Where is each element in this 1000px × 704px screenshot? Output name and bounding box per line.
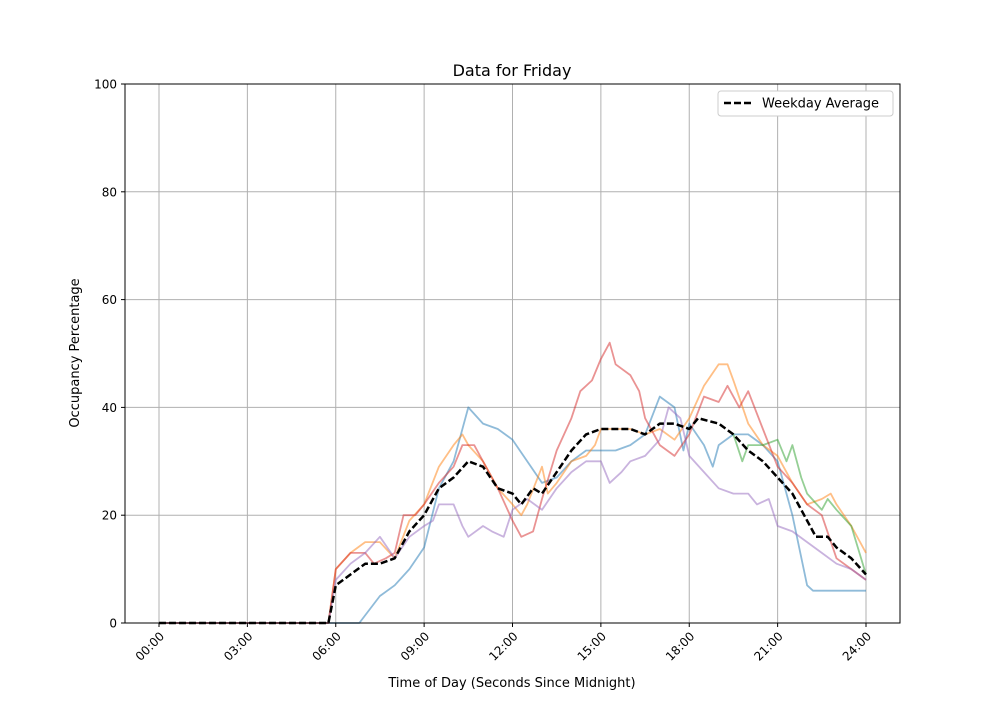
x-tick-label: 15:00	[575, 629, 609, 663]
y-tick-label: 40	[102, 401, 117, 415]
x-axis-ticks: 00:00 03:00 06:00 09:00 12:00 15:00 18:00 21:00…	[133, 623, 874, 664]
series-line-3	[732, 434, 867, 575]
legend: Weekday Average	[717, 90, 894, 117]
chart-title: Data for Friday	[453, 61, 572, 80]
y-tick-label: 100	[94, 78, 117, 92]
y-tick-label: 60	[102, 293, 117, 307]
x-tick-label: 18:00	[663, 629, 697, 663]
x-tick-label: 06:00	[310, 629, 344, 663]
series-line-weekday-average	[159, 416, 867, 625]
y-tick-label: 20	[102, 509, 117, 523]
y-axis-ticks: 0 20 40 60 80 100	[94, 78, 125, 631]
x-tick-label: 09:00	[398, 629, 432, 663]
y-axis-label: Occupancy Percentage	[68, 278, 83, 427]
y-tick-label: 0	[109, 617, 117, 631]
y-tick-label: 80	[102, 185, 117, 199]
series-line-5	[159, 406, 867, 624]
x-axis-label: Time of Day (Seconds Since Midnight)	[387, 676, 635, 691]
series-line-4	[159, 341, 867, 624]
x-tick-label: 24:00	[840, 629, 874, 663]
series-group	[159, 341, 867, 625]
legend-label-weekday-average: Weekday Average	[762, 97, 879, 112]
series-line-1	[159, 395, 866, 624]
x-tick-label: 12:00	[486, 629, 520, 663]
x-tick-label: 00:00	[133, 629, 167, 663]
grid-lines	[125, 83, 900, 624]
x-tick-label: 21:00	[751, 629, 785, 663]
x-tick-label: 03:00	[221, 629, 255, 663]
legend-box	[717, 90, 894, 117]
